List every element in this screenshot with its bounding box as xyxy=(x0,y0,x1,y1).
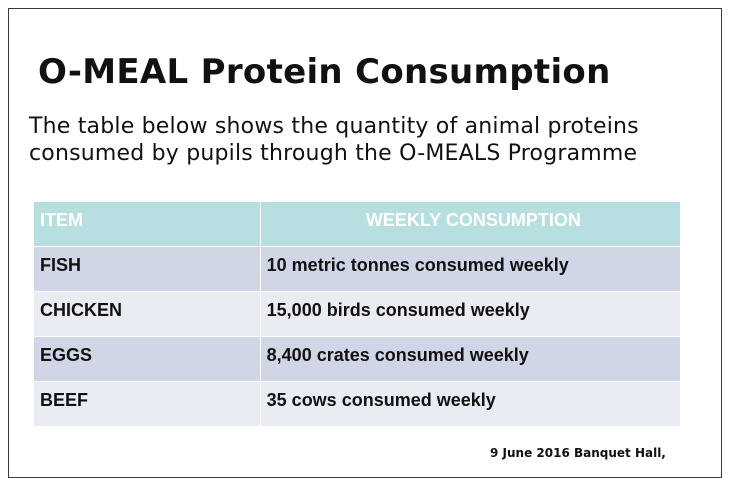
footer-date-venue: 9 June 2016 Banquet Hall, xyxy=(490,446,666,460)
column-header-item: ITEM xyxy=(33,201,261,247)
consumption-cell: 8,400 crates consumed weekly xyxy=(259,336,682,382)
table-row: EGGS 8,400 crates consumed weekly xyxy=(33,336,682,382)
table-row: FISH 10 metric tonnes consumed weekly xyxy=(33,246,682,292)
item-cell: CHICKEN xyxy=(33,291,261,337)
intro-paragraph: The table below shows the quantity of an… xyxy=(29,114,639,166)
consumption-cell: 10 metric tonnes consumed weekly xyxy=(259,246,682,292)
slide-title: O-MEAL Protein Consumption xyxy=(38,52,611,92)
item-cell: EGGS xyxy=(33,336,261,382)
table-row: BEEF 35 cows consumed weekly xyxy=(33,381,682,427)
column-header-weekly-consumption: WEEKLY CONSUMPTION xyxy=(259,201,682,247)
consumption-cell: 35 cows consumed weekly xyxy=(259,381,682,427)
protein-consumption-table: ITEM WEEKLY CONSUMPTION FISH 10 metric t… xyxy=(33,201,682,427)
item-cell: BEEF xyxy=(33,381,261,427)
consumption-cell: 15,000 birds consumed weekly xyxy=(259,291,682,337)
item-cell: FISH xyxy=(33,246,261,292)
table-row: CHICKEN 15,000 birds consumed weekly xyxy=(33,291,682,337)
table-header-row: ITEM WEEKLY CONSUMPTION xyxy=(33,201,682,247)
